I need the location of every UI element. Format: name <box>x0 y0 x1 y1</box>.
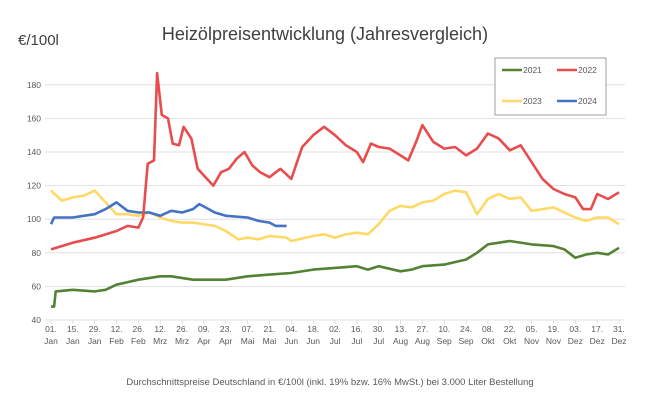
y-tick-label: 180 <box>27 80 41 90</box>
x-tick-day: 21. <box>264 324 276 334</box>
x-tick-month: Jun <box>306 336 320 346</box>
x-tick-month: Sep <box>437 336 452 346</box>
x-tick-day: 19. <box>548 324 560 334</box>
legend-label: 2023 <box>523 96 542 106</box>
x-tick-month: Mai <box>241 336 255 346</box>
series-line-2024 <box>49 201 287 228</box>
x-tick-day: 05. <box>526 324 538 334</box>
x-tick-month: Aug <box>415 336 430 346</box>
x-tick-month: Jul <box>351 336 362 346</box>
series-line-2021 <box>51 239 620 308</box>
x-tick-month: Jul <box>373 336 384 346</box>
y-tick-label: 60 <box>32 281 42 291</box>
x-tick-month: Feb <box>131 336 146 346</box>
y-tick-label: 160 <box>27 113 41 123</box>
x-tick-day: 27. <box>416 324 428 334</box>
x-tick-month: Feb <box>109 336 124 346</box>
x-tick-day: 16. <box>351 324 363 334</box>
chart-title: Heizölpreisentwicklung (Jahresvergleich) <box>162 24 488 44</box>
legend-label: 2024 <box>578 96 597 106</box>
x-tick-day: 12. <box>154 324 166 334</box>
x-tick-month: Jun <box>284 336 298 346</box>
y-axis-ticks: 40 60 80 100 120 140 160 180 <box>27 80 41 325</box>
x-axis-ticks: 01. Jan 15. Jan 29. Jan 12. Feb 26. Feb 12. Mrz 26. M… <box>44 320 627 346</box>
x-tick-day: 10. <box>438 324 450 334</box>
x-tick-month: Aug <box>393 336 408 346</box>
series-line-2022 <box>50 71 620 251</box>
x-tick-day: 13. <box>395 324 407 334</box>
x-tick-month: Dez <box>611 336 626 346</box>
y-tick-label: 120 <box>27 181 41 191</box>
x-tick-day: 07. <box>242 324 254 334</box>
x-tick-day: 30. <box>373 324 385 334</box>
x-tick-month: Dez <box>568 336 583 346</box>
x-tick-day: 29. <box>89 324 101 334</box>
x-tick-day: 26. <box>176 324 188 334</box>
x-tick-day: 09. <box>198 324 210 334</box>
x-tick-day: 01. <box>45 324 57 334</box>
x-tick-month: Mai <box>263 336 277 346</box>
x-tick-month: Apr <box>197 336 210 346</box>
x-tick-month: Jul <box>330 336 341 346</box>
x-tick-day: 18. <box>307 324 319 334</box>
x-tick-day: 04. <box>285 324 297 334</box>
x-tick-day: 23. <box>220 324 232 334</box>
legend-label: 2022 <box>578 65 597 75</box>
x-tick-day: 12. <box>111 324 123 334</box>
x-tick-month: Sep <box>459 336 474 346</box>
gridlines <box>45 84 625 321</box>
x-tick-day: 03. <box>569 324 581 334</box>
x-tick-month: Jan <box>88 336 102 346</box>
y-axis-unit-label: €/100l <box>18 32 59 49</box>
x-tick-month: Okt <box>503 336 517 346</box>
x-tick-month: Mrz <box>153 336 167 346</box>
y-tick-label: 80 <box>32 248 42 258</box>
x-tick-day: 08. <box>482 324 494 334</box>
x-tick-month: Dez <box>590 336 605 346</box>
x-tick-month: Okt <box>481 336 495 346</box>
x-tick-day: 15. <box>67 324 79 334</box>
x-tick-day: 02. <box>329 324 341 334</box>
legend: 2021 2022 2023 2024 <box>494 57 607 116</box>
legend-box <box>494 57 607 116</box>
x-tick-month: Apr <box>219 336 232 346</box>
y-tick-label: 140 <box>27 147 41 157</box>
x-tick-day: 26. <box>132 324 144 334</box>
x-tick-month: Jan <box>66 336 80 346</box>
x-tick-month: Nov <box>524 336 540 346</box>
y-tick-label: 40 <box>32 315 42 325</box>
y-tick-label: 100 <box>27 214 41 224</box>
x-tick-day: 24. <box>460 324 472 334</box>
x-tick-month: Jan <box>44 336 58 346</box>
legend-label: 2021 <box>523 65 542 75</box>
x-tick-day: 31. <box>613 324 625 334</box>
series-line-2023 <box>50 189 620 243</box>
x-tick-month: Mrz <box>175 336 189 346</box>
series-lines <box>49 71 620 308</box>
x-tick-month: Nov <box>546 336 562 346</box>
x-tick-day: 22. <box>504 324 516 334</box>
x-tick-day: 17. <box>591 324 603 334</box>
chart-caption: Durchschnittspreise Deutschland in €/100… <box>126 377 533 388</box>
